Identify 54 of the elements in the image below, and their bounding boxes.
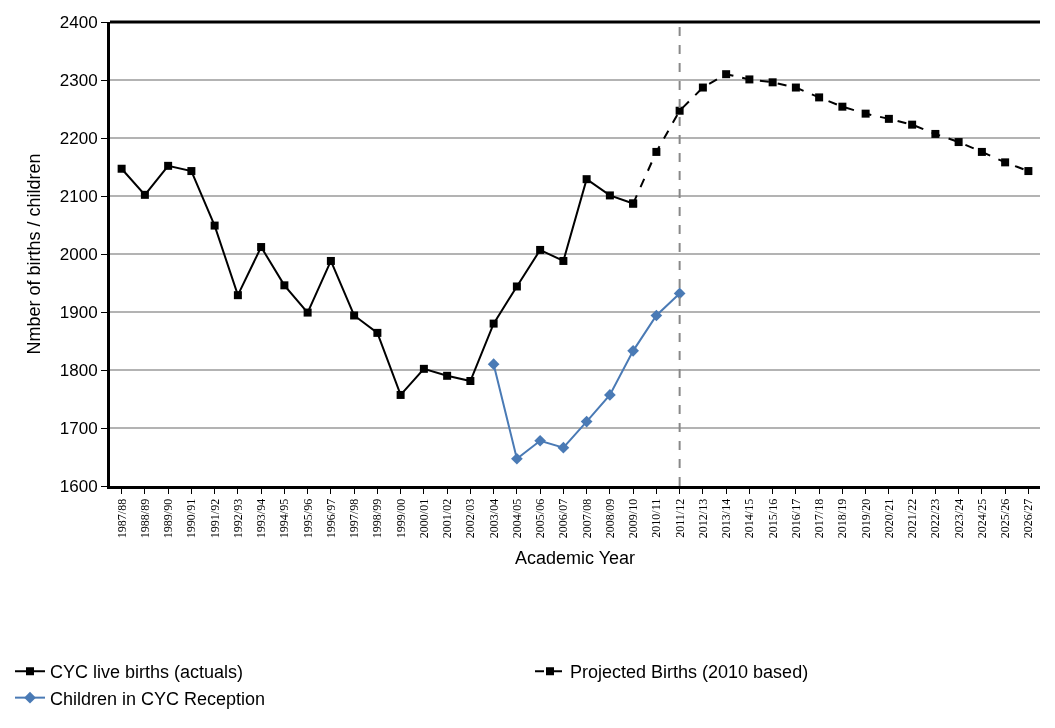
x-tick-label: 2002/03 — [463, 498, 478, 539]
legend-label: Projected Births (2010 based) — [570, 662, 809, 683]
x-tick-label: 2005/06 — [533, 498, 548, 539]
legend-label: Children in CYC Reception — [50, 688, 266, 709]
x-tick-label: 2016/17 — [788, 498, 803, 539]
y-tick-label: 2200 — [59, 128, 98, 148]
x-tick-label: 2007/08 — [579, 498, 594, 539]
y-tick-label: 1900 — [59, 302, 98, 322]
x-tick-label: 2001/02 — [440, 498, 455, 539]
y-tick-label: 2100 — [59, 186, 98, 206]
x-tick-label: 2014/15 — [742, 498, 757, 539]
x-tick-label: 1990/91 — [184, 498, 199, 539]
x-tick-label: 1993/94 — [254, 498, 269, 539]
x-tick-label: 2024/25 — [974, 498, 989, 539]
x-tick-label: 1997/98 — [347, 498, 362, 539]
x-axis-title: Academic Year — [514, 548, 636, 569]
x-tick-label: 2021/22 — [905, 498, 920, 539]
x-tick-label: 2020/21 — [881, 498, 896, 539]
x-tick-label: 2011/12 — [672, 498, 687, 538]
y-tick-label: 1600 — [59, 476, 98, 496]
x-tick-label: 2017/18 — [812, 498, 827, 539]
x-tick-label: 2008/09 — [602, 498, 617, 539]
x-tick-label: 2004/05 — [509, 498, 524, 539]
x-tick-label: 1996/97 — [323, 498, 338, 539]
x-tick-label: 2018/19 — [835, 498, 850, 539]
x-tick-label: 2009/10 — [626, 498, 641, 539]
x-tick-label: 2015/16 — [765, 498, 780, 539]
x-tick-label: 1988/89 — [137, 498, 152, 539]
x-tick-label: 1998/99 — [370, 498, 385, 539]
x-tick-label: 2019/20 — [858, 498, 873, 539]
legend-label: CYC live births (actuals) — [50, 662, 244, 683]
x-tick-label: 1992/93 — [230, 498, 245, 539]
x-tick-label: 2025/26 — [998, 498, 1013, 539]
x-tick-label: 1989/90 — [161, 498, 176, 539]
x-tick-label: 2012/13 — [695, 498, 710, 539]
y-tick-label: 2300 — [59, 70, 98, 90]
x-tick-label: 1995/96 — [300, 498, 315, 539]
x-tick-label: 1987/88 — [114, 498, 129, 539]
y-tick-label: 1800 — [59, 360, 98, 380]
x-tick-label: 2026/27 — [1021, 498, 1036, 539]
y-tick-label: 1700 — [59, 418, 98, 438]
x-tick-label: 2000/01 — [416, 498, 431, 539]
x-tick-label: 2010/11 — [649, 498, 664, 538]
x-tick-label: 1999/00 — [393, 498, 408, 539]
x-tick-label: 1994/95 — [277, 498, 292, 539]
x-tick-label: 2023/24 — [951, 498, 966, 539]
x-tick-label: 2003/04 — [486, 498, 501, 539]
x-tick-label: 2013/14 — [719, 498, 734, 539]
x-tick-label: 2006/07 — [556, 498, 571, 539]
y-axis-title: Nmber of births / children — [23, 153, 44, 355]
y-tick-label: 2000 — [59, 244, 98, 264]
x-tick-label: 1991/92 — [207, 498, 222, 539]
x-tick-label: 2022/23 — [928, 498, 943, 539]
y-tick-label: 2400 — [59, 12, 98, 32]
